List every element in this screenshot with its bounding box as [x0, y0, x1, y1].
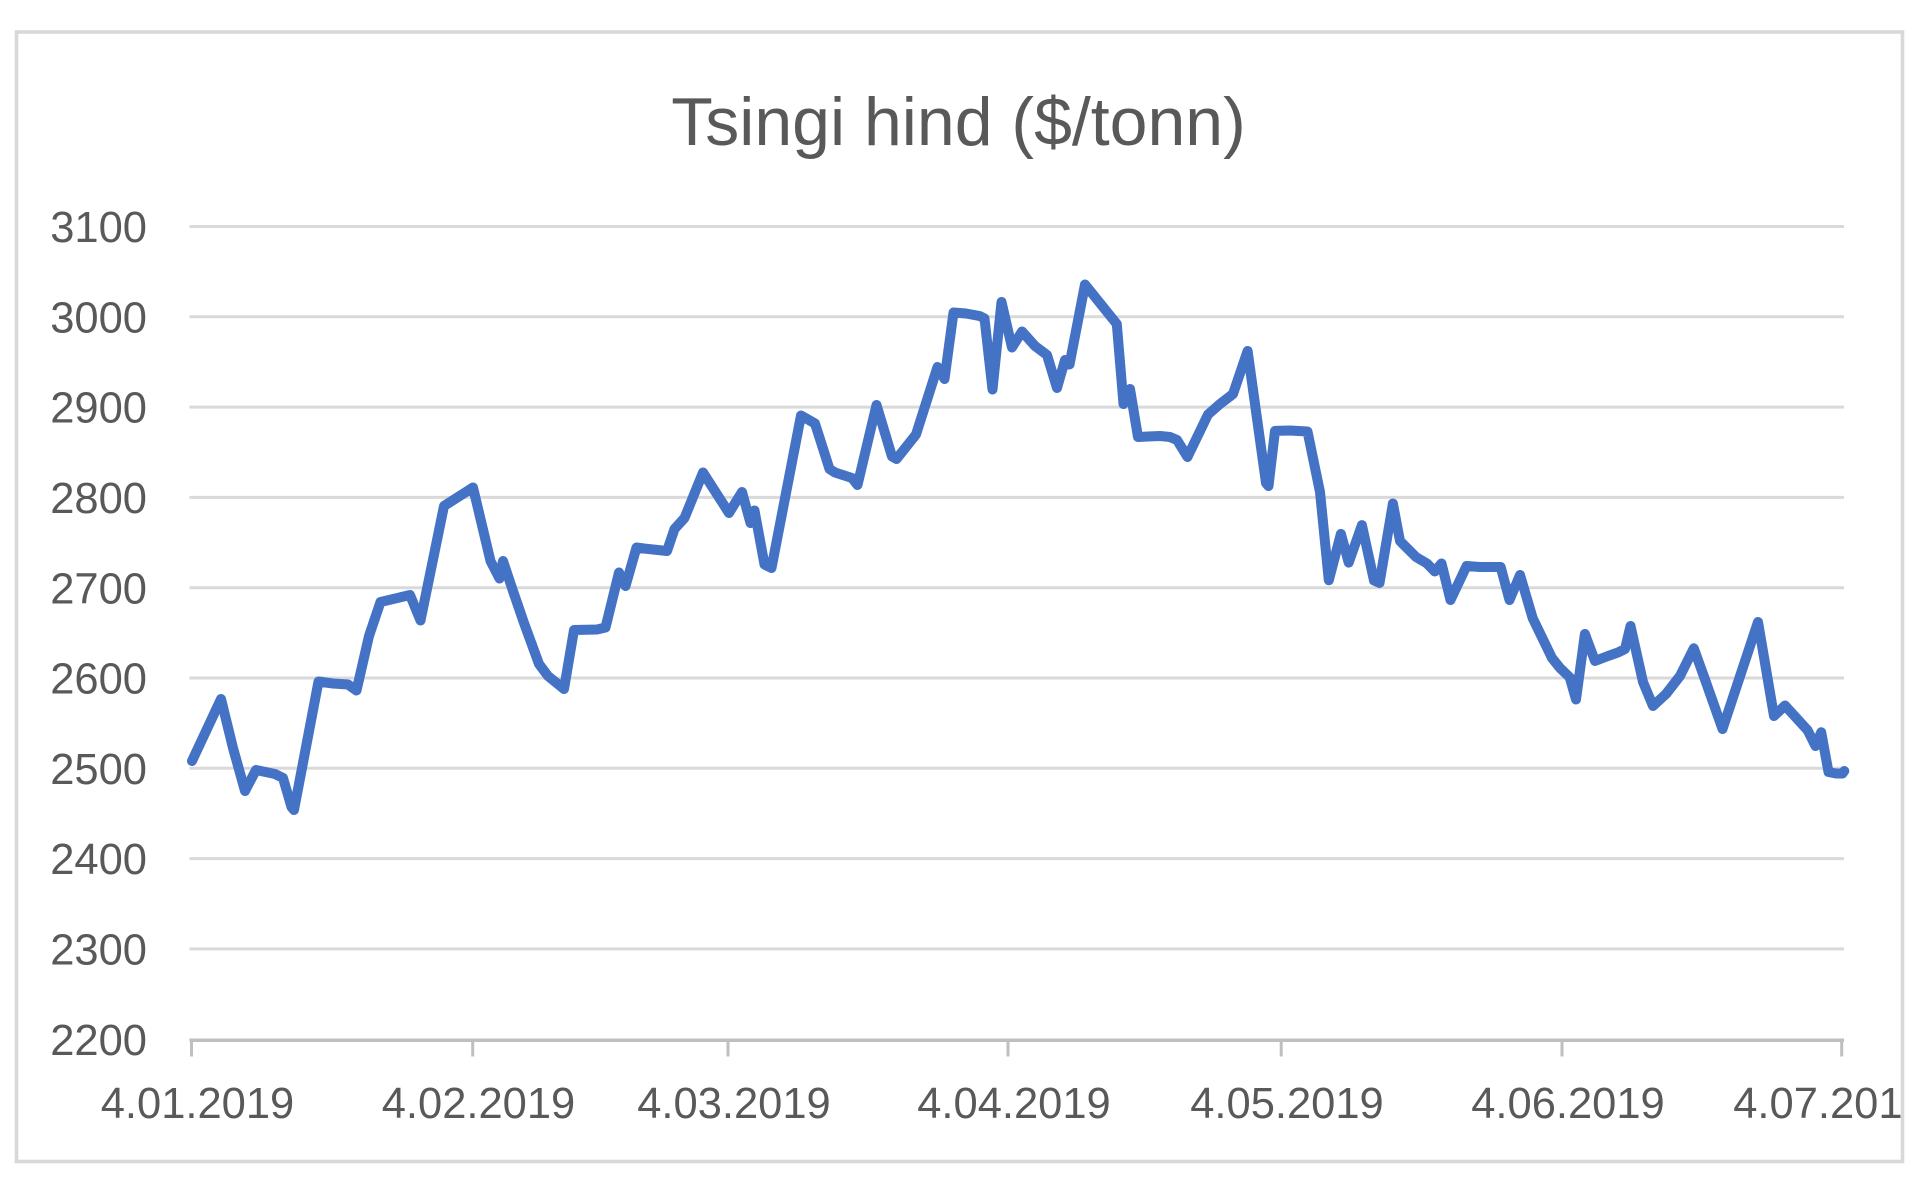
svg-text:2600: 2600 — [50, 656, 147, 704]
svg-text:2300: 2300 — [50, 927, 147, 975]
svg-text:Tsingi hind ($/tonn): Tsingi hind ($/tonn) — [671, 84, 1246, 160]
svg-text:2700: 2700 — [50, 565, 147, 613]
svg-text:4.05.2019: 4.05.2019 — [1190, 1080, 1384, 1128]
svg-text:3100: 3100 — [50, 204, 147, 252]
svg-text:4.04.2019: 4.04.2019 — [917, 1080, 1111, 1128]
svg-text:4.07.2019: 4.07.2019 — [1733, 1080, 1920, 1128]
svg-text:4.01.2019: 4.01.2019 — [101, 1080, 295, 1128]
svg-text:2800: 2800 — [50, 475, 147, 523]
svg-text:4.02.2019: 4.02.2019 — [382, 1080, 576, 1128]
svg-text:2400: 2400 — [50, 836, 147, 884]
svg-text:2900: 2900 — [50, 385, 147, 433]
svg-text:4.03.2019: 4.03.2019 — [637, 1080, 831, 1128]
svg-text:3000: 3000 — [50, 294, 147, 342]
svg-text:2200: 2200 — [50, 1017, 147, 1065]
svg-text:2500: 2500 — [50, 746, 147, 794]
svg-text:4.06.2019: 4.06.2019 — [1471, 1080, 1665, 1128]
